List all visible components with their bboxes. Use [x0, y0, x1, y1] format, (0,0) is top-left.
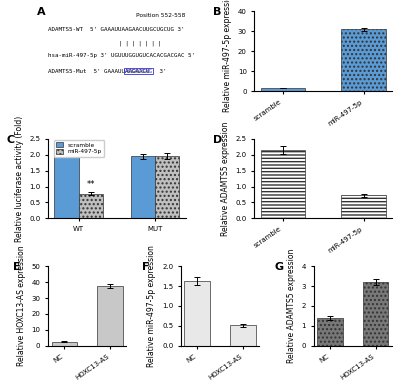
Text: 3': 3'	[156, 69, 166, 74]
Text: F: F	[142, 262, 149, 272]
Bar	[341, 29, 386, 91]
Y-axis label: Relative miR-497-5p expression: Relative miR-497-5p expression	[223, 0, 232, 112]
Text: **: **	[87, 180, 95, 189]
Bar	[54, 155, 79, 218]
Y-axis label: Relative HOXC13-AS expression: Relative HOXC13-AS expression	[17, 246, 26, 366]
Text: E: E	[13, 262, 20, 272]
Text: hsa-miR-497-5p 3' UGUUUGGUGUCACACGACGAC 5': hsa-miR-497-5p 3' UGUUUGGUGUCACACGACGAC …	[48, 53, 195, 58]
Text: ADAMTS5-Mut  5' GAAAUUAAGAACU: ADAMTS5-Mut 5' GAAAUUAAGAACU	[48, 69, 150, 74]
Y-axis label: Relative miR-497-5p expression: Relative miR-497-5p expression	[148, 245, 156, 367]
Text: G: G	[275, 262, 284, 272]
Y-axis label: Relative luciferase activity (Fold): Relative luciferase activity (Fold)	[14, 116, 24, 242]
Text: C: C	[7, 135, 15, 145]
Bar	[317, 318, 342, 346]
Text: ADAMTS5-WT  5' GAAAUUAAGAACUUGCUGCUG 3': ADAMTS5-WT 5' GAAAUUAAGAACUUGCUGCUG 3'	[48, 27, 184, 32]
Text: B: B	[213, 8, 222, 17]
Y-axis label: Relative ADAMTS5 expression: Relative ADAMTS5 expression	[287, 249, 296, 363]
Bar	[261, 88, 305, 91]
Legend: scramble, miR-497-5p: scramble, miR-497-5p	[54, 140, 104, 157]
Bar	[261, 150, 305, 218]
Bar	[79, 193, 103, 218]
Bar	[155, 156, 179, 218]
Y-axis label: Relative ADAMTS5 expression: Relative ADAMTS5 expression	[221, 122, 230, 236]
Text: ACGACGAG: ACGACGAG	[125, 69, 153, 74]
Text: Position 552-558: Position 552-558	[136, 13, 186, 18]
Bar	[184, 281, 210, 346]
Text: A: A	[37, 8, 46, 17]
Text: D: D	[213, 135, 222, 145]
Bar	[130, 156, 155, 218]
Bar	[363, 282, 388, 346]
Bar	[98, 286, 123, 346]
Bar	[230, 325, 256, 346]
Bar	[341, 195, 386, 218]
Text: | | | | | | |: | | | | | | |	[119, 41, 161, 46]
Bar	[52, 342, 77, 346]
